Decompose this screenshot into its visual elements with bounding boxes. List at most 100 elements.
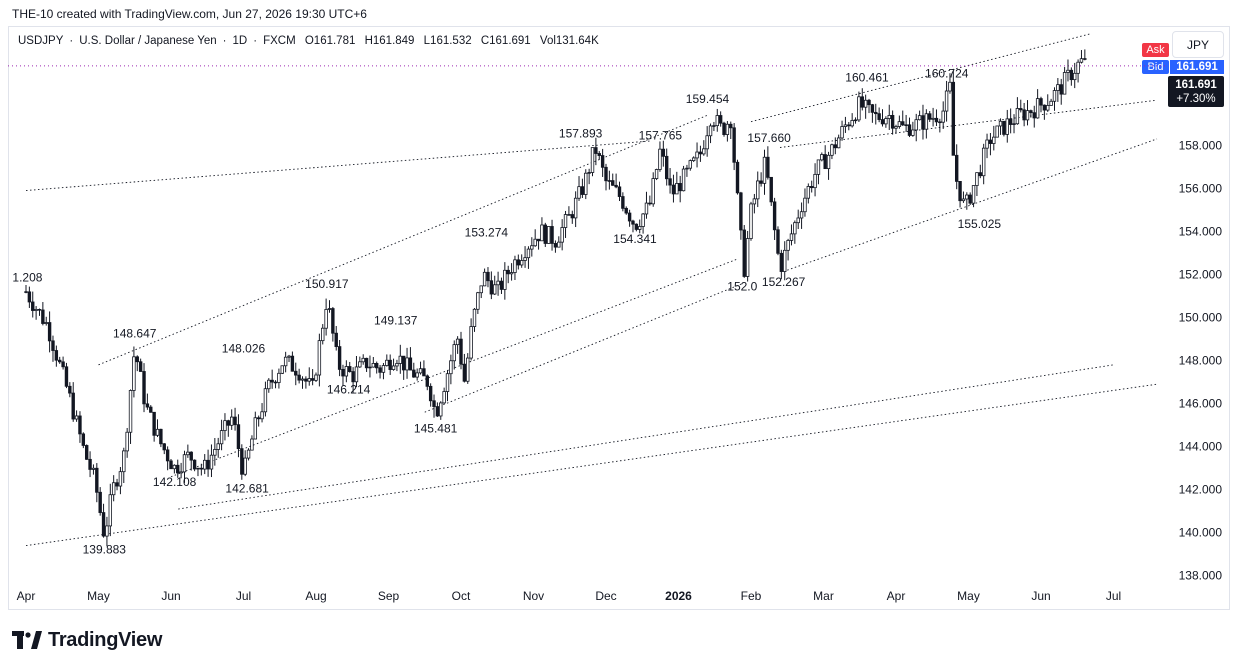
trend-line-5[interactable] — [25, 140, 650, 191]
candle — [51, 335, 55, 362]
candle — [577, 176, 581, 201]
candle — [159, 428, 163, 448]
candle — [344, 360, 349, 383]
candle — [246, 448, 251, 461]
candle — [745, 230, 750, 282]
candle — [691, 156, 696, 163]
candle — [374, 361, 379, 374]
candle — [442, 387, 446, 405]
candle — [223, 413, 227, 441]
trend-line-8[interactable] — [750, 33, 1092, 123]
x-tick-label: Jul — [236, 589, 251, 603]
chart-panel[interactable] — [8, 26, 1230, 610]
candle — [209, 444, 214, 478]
candle — [742, 225, 746, 278]
y-tick-label: 158.000 — [1179, 138, 1223, 152]
price-annotation: 150.917 — [305, 277, 349, 291]
candle — [766, 146, 770, 180]
candle — [196, 467, 200, 477]
candle — [968, 192, 972, 205]
candle — [1079, 50, 1084, 64]
candle — [206, 449, 210, 477]
trend-line-3[interactable] — [424, 282, 744, 413]
candle — [337, 340, 342, 377]
candle — [759, 172, 763, 187]
candle — [870, 103, 875, 123]
candle — [253, 411, 258, 440]
price-annotation: 142.681 — [225, 482, 269, 496]
candle — [435, 402, 440, 417]
currency-button[interactable]: JPY — [1172, 31, 1224, 58]
candle — [1052, 87, 1057, 111]
candle — [1029, 109, 1033, 118]
candle — [95, 463, 99, 503]
trend-line-2[interactable] — [170, 258, 737, 478]
candle — [971, 185, 976, 208]
candle — [725, 121, 730, 142]
candle — [256, 415, 261, 427]
symbol-exchange: FXCM — [263, 35, 296, 47]
header-caption: THE-10 created with TradingView.com, Jun… — [12, 7, 367, 21]
trend-line-6[interactable] — [779, 99, 1158, 148]
candle — [951, 70, 956, 156]
candle — [688, 159, 693, 171]
candle — [162, 443, 166, 455]
candle — [1022, 102, 1026, 127]
candle — [149, 405, 153, 413]
trend-line-0[interactable] — [25, 383, 1158, 547]
candle — [192, 459, 197, 472]
candle — [469, 318, 473, 361]
candle — [965, 192, 969, 210]
bid-price-label: 161.691 — [1170, 60, 1224, 74]
candle — [47, 311, 52, 353]
candle — [948, 73, 952, 94]
candle — [573, 191, 578, 228]
trend-line-7[interactable] — [98, 114, 708, 366]
candle — [132, 346, 136, 398]
candle — [928, 111, 932, 122]
symbol-interval[interactable]: 1D — [232, 35, 248, 47]
candle — [654, 168, 659, 181]
brand[interactable]: TradingView — [12, 628, 162, 652]
price-annotation: 149.137 — [374, 314, 418, 328]
candle — [378, 364, 382, 379]
price-annotation: 1.208 — [12, 271, 42, 285]
candle — [540, 217, 544, 242]
candle — [1012, 114, 1016, 134]
symbol-name[interactable]: USDJPY — [18, 35, 64, 47]
candle — [975, 172, 979, 197]
trend-line-4[interactable] — [787, 138, 1158, 271]
candle — [995, 125, 999, 138]
candle — [685, 164, 689, 177]
price-annotation: 152.267 — [762, 275, 806, 289]
candle — [762, 149, 767, 195]
x-tick-label: Aug — [305, 589, 326, 603]
candle — [901, 110, 905, 126]
candle — [894, 124, 898, 134]
ohlc-high: H161.849 — [364, 35, 415, 47]
candle — [1039, 96, 1043, 113]
candle — [644, 191, 649, 219]
candle — [648, 195, 652, 206]
candle — [412, 362, 416, 378]
candle — [860, 88, 864, 111]
trend-line-1[interactable] — [178, 364, 1114, 510]
candle — [98, 487, 102, 516]
candle — [199, 463, 204, 476]
candle — [695, 142, 699, 168]
candle — [590, 147, 595, 177]
y-tick-label: 146.000 — [1179, 397, 1223, 411]
y-tick-label: 140.000 — [1179, 526, 1223, 540]
candle — [71, 382, 75, 422]
candle — [449, 354, 453, 385]
candle — [992, 125, 996, 151]
trend-lines — [25, 33, 1158, 547]
candle — [408, 347, 413, 371]
candle — [37, 308, 42, 316]
x-tick-label: 2026 — [665, 589, 692, 603]
candle — [1002, 120, 1006, 137]
candle — [432, 394, 436, 418]
candle — [294, 362, 298, 386]
candle — [941, 101, 945, 129]
